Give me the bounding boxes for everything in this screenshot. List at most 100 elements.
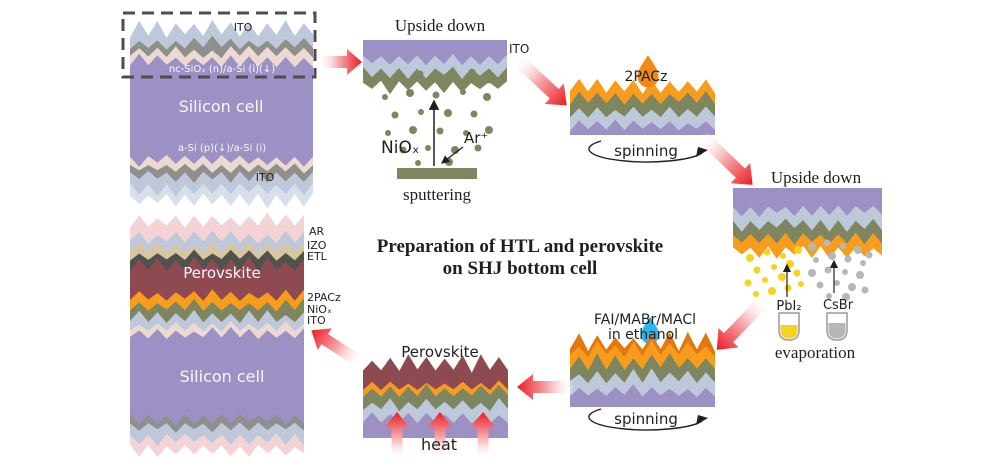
particle-dot xyxy=(444,109,452,117)
particle-dot xyxy=(486,76,494,84)
final-stack-bottom-layers xyxy=(130,414,304,458)
particle-dot xyxy=(409,126,417,134)
particle-dot xyxy=(824,266,832,274)
heat-caption: heat xyxy=(421,435,457,454)
final-pacz-label: 2PACz xyxy=(307,291,341,304)
spin-swirl-icon xyxy=(588,140,703,163)
particle-dot xyxy=(432,91,440,99)
particle-dot xyxy=(391,74,399,82)
particle-dot xyxy=(816,281,824,289)
spin-swirl-icon xyxy=(588,408,703,431)
particle-dot xyxy=(813,257,819,263)
fai-spin-panel: FAI/MABr/MACl in ethanol spinning xyxy=(570,312,715,431)
particle-dot xyxy=(865,251,873,259)
flow-arrow xyxy=(311,328,364,368)
particle-dot xyxy=(385,130,391,136)
particle-dot xyxy=(483,93,491,101)
particle-dot xyxy=(425,145,431,151)
particle-dot xyxy=(860,260,866,266)
evaporation-caption: evaporation xyxy=(775,343,856,362)
final-silicon-cell-label: Silicon cell xyxy=(180,367,265,386)
particle-dot xyxy=(798,281,804,287)
final-ito-label: ITO xyxy=(307,314,326,327)
pacz-stack-layers xyxy=(570,78,715,135)
fai-solution-label-line2: in ethanol xyxy=(608,327,678,343)
initial-stack-top-layers xyxy=(130,20,313,152)
evaporation-title: Upside down xyxy=(771,168,862,187)
particle-dot xyxy=(460,89,466,95)
particle-dot xyxy=(391,111,399,119)
evaporation-stack-layers xyxy=(733,188,882,259)
initial-ito-top-label: ITO xyxy=(234,21,253,34)
particle-dot xyxy=(828,252,836,260)
particle-dot xyxy=(856,271,864,279)
pacz-spin-panel: 2PACz spinning xyxy=(570,55,715,163)
particle-dot xyxy=(399,146,407,154)
title-line1: Preparation of HTL and perovskite xyxy=(377,236,663,257)
particle-dot xyxy=(744,279,752,287)
final-stack-panel: Perovskite Silicon cell AR IZO ETL 2PACz… xyxy=(130,212,341,458)
flow-arrows xyxy=(311,49,769,400)
sputtering-caption: sputtering xyxy=(403,185,471,204)
flow-arrow xyxy=(716,296,769,350)
particle-dot xyxy=(844,255,852,263)
flow-arrow xyxy=(428,412,452,458)
layer-blue xyxy=(570,106,715,135)
flow-arrow xyxy=(517,374,573,400)
sputtering-stack-layers xyxy=(363,40,507,95)
final-stack-top-layers xyxy=(130,212,304,415)
particle-dot xyxy=(463,130,469,136)
fai-solution-label-line1: FAI/MABr/MACl xyxy=(594,312,696,328)
final-etl-label: ETL xyxy=(307,250,328,263)
initial-nc-layer-label: nc-SiOₓ (n)/a-Si (i)(↓) xyxy=(169,64,275,75)
layer-purple xyxy=(130,327,304,415)
flow-arrow xyxy=(512,54,567,106)
final-niox-label: NiOₓ xyxy=(307,303,332,316)
heat-arrows xyxy=(385,412,495,458)
particle-dot xyxy=(474,144,482,152)
particle-dot xyxy=(746,254,754,262)
pacz-spin-caption: spinning xyxy=(614,142,678,160)
particle-dot xyxy=(771,264,777,270)
particle-dot xyxy=(808,269,816,277)
particle-dot xyxy=(780,253,786,259)
flow-arrow xyxy=(471,412,495,458)
pbi2-label: PbI₂ xyxy=(776,299,801,314)
particle-dot xyxy=(415,160,421,166)
layer-purple xyxy=(130,414,304,426)
csbr-label: CsBr xyxy=(823,298,854,313)
particle-dot xyxy=(834,280,840,286)
particle-dot xyxy=(848,283,856,291)
layer-purple xyxy=(130,53,313,152)
initial-stack-bottom-layers xyxy=(130,151,313,209)
final-perovskite-label: Perovskite xyxy=(183,264,260,282)
pacz-droplet-label: 2PACz xyxy=(625,69,668,85)
pbi2-liquid xyxy=(780,325,798,339)
layer-purple xyxy=(570,119,715,135)
layer-purple xyxy=(130,151,313,167)
particle-dot xyxy=(753,266,761,274)
flow-arrow xyxy=(385,412,409,458)
csbr-fill xyxy=(828,323,846,339)
ethanol-droplet-icon xyxy=(641,316,659,345)
particle-dot xyxy=(826,293,832,299)
pacz-droplet-icon xyxy=(637,55,659,88)
csbr-vapor-particles xyxy=(808,239,873,301)
particle-dot xyxy=(468,69,476,77)
anneal-panel: Perovskite heat xyxy=(363,343,508,458)
argon-pointer-arrow xyxy=(440,146,464,164)
particle-dot xyxy=(793,269,801,277)
fai-stack-layers xyxy=(570,331,715,407)
fai-spin-caption: spinning xyxy=(614,410,678,428)
dashed-selection-box xyxy=(121,11,317,79)
particle-dot xyxy=(842,293,850,301)
particle-dot xyxy=(823,239,831,247)
flow-arrow xyxy=(698,132,753,185)
sputtering-panel: Upside down ITO NiOₓ Ar⁺ sputtering xyxy=(363,16,529,204)
initial-ito-bottom-label: ITO xyxy=(256,171,275,184)
layer-purple xyxy=(570,384,715,407)
particle-dot xyxy=(784,284,792,292)
particle-dot xyxy=(485,126,493,134)
